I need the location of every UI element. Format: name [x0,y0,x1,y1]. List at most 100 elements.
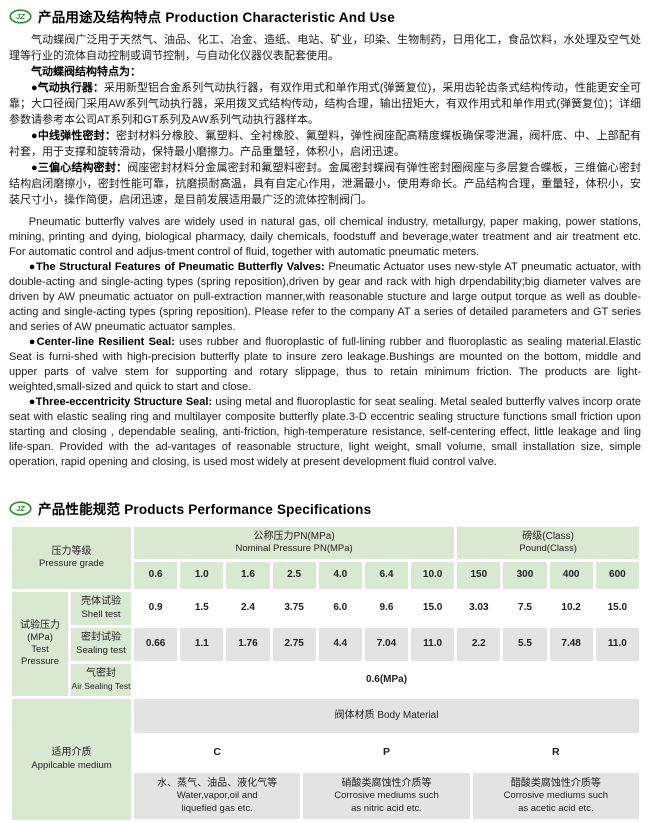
medium-en-line1: Water,vapor,oil and [176,790,258,802]
performance-spec-table: 压力等级 Pressure grade 公称压力PN(MPa) Nominal … [9,524,642,823]
bullet-label: ●三偏心结构密封： [31,162,128,174]
shell-value-cell: 0.9 [134,592,178,625]
material-codes-row: C P R [134,736,639,769]
test-pressure-en1: Test [31,644,49,656]
svg-text:JZ: JZ [16,12,25,21]
applicable-medium-en: Appilcable medium [31,759,112,771]
pn-header-en: Nominal Pressure PN(MPa) [235,543,353,555]
section2-title-en: Products Performance Specifications [124,502,372,517]
sealing-test-en: Sealing test [76,644,126,656]
shell-value-cell: 9.6 [364,592,409,625]
shell-test-label-cell: 壳体试验 Shell test [71,592,132,625]
brand-logo-icon: JZ [9,8,32,24]
pressure-grade-en: Pressure grade [39,558,104,570]
section1-title-zh: 产品用途及结构特点 [38,10,162,25]
bullet-text: Pneumatic Actuator uses new-style AT pne… [9,261,642,333]
medium-zh: 醋酸类腐蚀性介质等 [510,778,601,790]
bullet-text: 密封材料分橡胶、氟塑料、全衬橡胶、氟塑料，弹性阀座配高精度蝶板确保零泄漏，阀杆底… [9,130,641,158]
medium-en-line1: Corrosive mediums such [334,790,439,802]
grade-cell: 6.4 [364,562,409,589]
grade-cell: 1.6 [226,562,270,589]
material-code-p: P [303,737,470,768]
test-pressure-unit: (MPa) [27,632,53,644]
material-code-r: R [472,737,639,768]
grade-cell: 400 [549,562,593,589]
bullet-text: using metal and fluoroplastic for seat s… [9,396,642,468]
grade-cell: 4.0 [318,562,362,589]
bullet-text: 阀座密封材料分金属密封和氟塑料密封。金属密封蝶阀有弹性密封圈阀座与多层复合蝶板，… [9,162,641,206]
medium-en-line1: Corrosive mediums such [503,790,609,802]
bullet-text: 采用新型铝合金系列气动执行器，有双作用式和单作用式(弹簧复位)，采用齿轮齿条式结… [9,82,641,126]
brand-logo-icon: JZ [9,500,32,516]
pn-header-cell: 公称压力PN(MPa) Nominal Pressure PN(MPa) [134,527,455,559]
medium-zh: 硝酸类腐蚀性介质等 [341,778,432,790]
intro-paragraph-en: Pneumatic butterfly valves are widely us… [9,216,641,258]
shell-value-cell: 6.0 [318,592,362,625]
bullet-zh-actuator: ●气动执行器：采用新型铝合金系列气动执行器，有双作用式和单作用式(弹簧复位)，采… [9,80,641,128]
sealing-value-cell: 11.0 [595,628,639,661]
shell-test-zh: 壳体试验 [81,596,121,608]
sealing-value-cell: 2.2 [457,628,501,661]
class-header-en: Pound(Class) [519,543,577,555]
medium-cell-nitric: 硝酸类腐蚀性介质等 Corrosive mediums such as nitr… [303,773,470,819]
grade-cell: 0.6 [134,562,178,589]
bullet-label: ●Three-eccentricity Structure Seal: [28,396,213,408]
section1-header: JZ 产品用途及结构特点 Production Characteristic An… [9,6,641,26]
chinese-text-block: 气动蝶阀广泛用于天然气、油品、化工、冶金、造纸、电站、矿业，印染、生物制药，日用… [9,32,641,208]
class-header-zh: 磅级(Class) [522,530,574,542]
body-material-cell: 阀体材质 Body Material [134,699,639,733]
bullet-zh-centerline-seal: ●中线弹性密封：密封材料分橡胶、氟塑料、全衬橡胶、氟塑料，弹性阀座配高精度蝶板确… [9,128,641,160]
grade-cell: 10.0 [411,562,455,589]
shell-value-cell: 10.2 [549,592,593,625]
medium-cell-water: 水、蒸气、油品、液化气等 Water,vapor,oil and liquefi… [134,773,301,819]
bullet-en-centerline-seal: ●Center-line Resilient Seal: uses rubber… [9,335,641,395]
pressure-grade-zh: 压力等级 [51,545,92,557]
air-sealing-value-cell: 0.6(MPa) [134,664,639,696]
svg-text:JZ: JZ [16,504,25,513]
bullet-text: uses rubber and fluoroplastic of full-li… [9,336,641,393]
grade-cell: 600 [595,562,639,589]
section1-title-en: Production Characteristic And Use [165,10,395,25]
sealing-value-cell: 7.48 [549,628,593,661]
shell-test-en: Shell test [81,608,121,620]
air-sealing-label-cell: 气密封 Air Sealing Test [71,664,132,696]
grade-cell: 300 [503,562,547,589]
test-pressure-en2: Pressure [20,656,59,668]
pn-header-zh: 公称压力PN(MPa) [253,530,335,542]
shell-value-cell: 2.4 [226,592,270,625]
medium-cell-acetic: 醋酸类腐蚀性介质等 Corrosive mediums such as acet… [472,773,639,819]
test-pressure-header-cell: 试验压力 (MPa) Test Pressure [12,592,68,696]
medium-en-line2: as acetic acid etc. [518,802,594,814]
medium-en-line2: liquefied gas etc. [181,802,253,814]
features-heading-zh: 气动蝶阀结构特点为： [31,66,141,78]
section-gap [9,470,641,498]
material-code-c: C [134,737,301,768]
bullet-label: ●Center-line Resilient Seal: [28,336,175,348]
sealing-value-cell: 1.1 [180,628,224,661]
grade-cell: 2.5 [272,562,316,589]
english-text-block: Pneumatic butterfly valves are widely us… [9,215,641,470]
sealing-value-cell: 1.76 [226,628,270,661]
shell-value-cell: 15.0 [595,592,639,625]
section2-header: JZ 产品性能规范 Products Performance Specificat… [9,498,641,518]
shell-value-cell: 3.75 [272,592,316,625]
air-sealing-en: Air Sealing Test [71,680,131,691]
bullet-label: ●气动执行器： [31,82,104,94]
catalog-page: JZ 产品用途及结构特点 Production Characteristic An… [9,6,641,820]
sealing-value-cell: 0.66 [134,628,178,661]
section1-title: 产品用途及结构特点 Production Characteristic And U… [38,6,395,26]
bullet-label: ●中线弹性密封： [31,130,117,142]
medium-en-line2: as nitric acid etc. [351,802,422,814]
grade-cell: 150 [457,562,501,589]
shell-value-cell: 1.5 [180,592,224,625]
applicable-medium-zh: 适用介质 [51,747,92,759]
mediums-row: 水、蒸气、油品、液化气等 Water,vapor,oil and liquefi… [134,772,639,820]
bullet-label: ●The Structural Features of Pneumatic Bu… [28,261,325,273]
air-sealing-zh: 气密封 [86,668,116,680]
shell-value-cell: 3.03 [457,592,501,625]
section2-title: 产品性能规范 Products Performance Specification… [38,498,371,518]
medium-zh: 水、蒸气、油品、液化气等 [157,778,278,790]
sealing-value-cell: 11.0 [411,628,455,661]
grade-cell: 1.0 [180,562,224,589]
test-pressure-zh: 试验压力 [20,619,60,631]
